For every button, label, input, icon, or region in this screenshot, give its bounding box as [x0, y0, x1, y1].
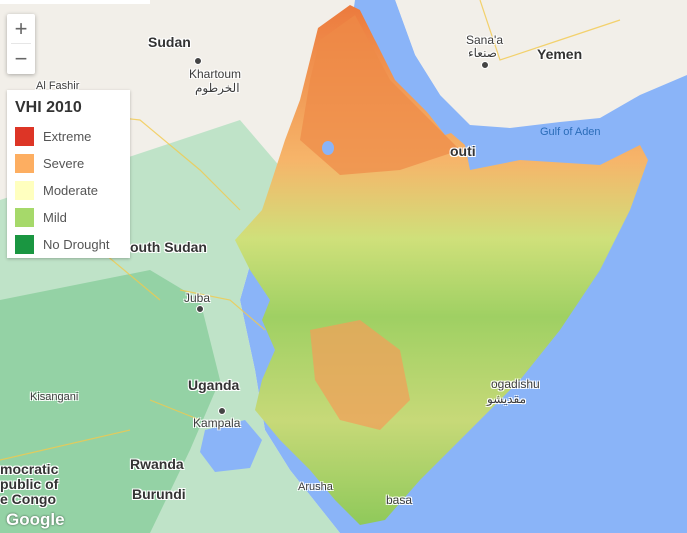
lake-tana: [322, 141, 334, 155]
zoom-in-button[interactable]: +: [14, 15, 28, 41]
legend-swatch: [15, 127, 34, 146]
forest-area: [0, 270, 220, 533]
legend-item: Severe: [15, 150, 122, 177]
label-djibouti: outi: [450, 143, 476, 159]
label-burundi: Burundi: [132, 486, 186, 502]
google-logo: Google: [6, 510, 65, 529]
legend-swatch: [15, 181, 34, 200]
label-kampala: Kampala: [193, 416, 241, 430]
legend-label: Severe: [43, 156, 85, 171]
label-rwanda: Rwanda: [130, 456, 184, 472]
label-south-sudan: outh Sudan: [130, 239, 207, 255]
label-uganda: Uganda: [188, 377, 240, 393]
city-dot-juba: [196, 305, 204, 313]
label-mombasa: basa: [386, 493, 413, 507]
city-dot-kampala: [218, 407, 226, 415]
label-sudan: Sudan: [148, 34, 191, 50]
legend-swatch: [15, 235, 34, 254]
red-sea: [355, 0, 460, 135]
label-sanaa: Sana'a: [466, 33, 503, 47]
label-drc-line1: mocratic: [0, 461, 59, 477]
label-gulf-of-aden: Gulf of Aden: [540, 126, 601, 138]
lake-victoria: [200, 420, 262, 472]
label-yemen: Yemen: [537, 46, 583, 62]
label-khartoum-ar: الخرطوم: [195, 81, 240, 95]
zoom-divider: [11, 43, 31, 44]
legend-item: Extreme: [15, 123, 122, 150]
label-juba: Juba: [184, 291, 211, 305]
label-sanaa-ar: صنعاء: [468, 46, 497, 60]
label-mogadishu: ogadishu: [491, 377, 540, 391]
legend-item: Moderate: [15, 177, 122, 204]
city-dot-khartoum: [194, 57, 202, 65]
top-overlay: [0, 0, 150, 4]
label-khartoum: Khartoum: [189, 67, 242, 81]
legend-item: Mild: [15, 204, 122, 231]
zoom-control: + −: [7, 14, 35, 74]
vhi-legend: VHI 2010 Extreme Severe Moderate Mild No…: [7, 90, 130, 258]
legend-label: Mild: [43, 210, 67, 225]
legend-item: No Drought: [15, 231, 122, 258]
country-borders: [0, 0, 621, 461]
label-drc-line2: public of: [0, 476, 59, 492]
legend-label: Moderate: [43, 183, 98, 198]
label-mogadishu-ar: مقديشو: [487, 392, 527, 406]
arabian-peninsula: [395, 0, 687, 128]
legend-swatch: [15, 208, 34, 227]
label-al-fashir: Al Fashir: [36, 80, 80, 92]
label-drc-line3: e Congo: [0, 491, 56, 507]
vhi-dry-patch: [310, 320, 410, 430]
vhi-north-patch: [300, 15, 460, 175]
legend-title: VHI 2010: [15, 99, 82, 116]
zoom-out-button[interactable]: −: [14, 45, 28, 71]
label-kisangani: Kisangani: [30, 391, 79, 403]
legend-label: Extreme: [43, 129, 92, 144]
label-arusha: Arusha: [298, 481, 333, 493]
legend-swatch: [15, 154, 34, 173]
legend-label: No Drought: [43, 237, 110, 252]
city-dot-sanaa: [481, 61, 489, 69]
